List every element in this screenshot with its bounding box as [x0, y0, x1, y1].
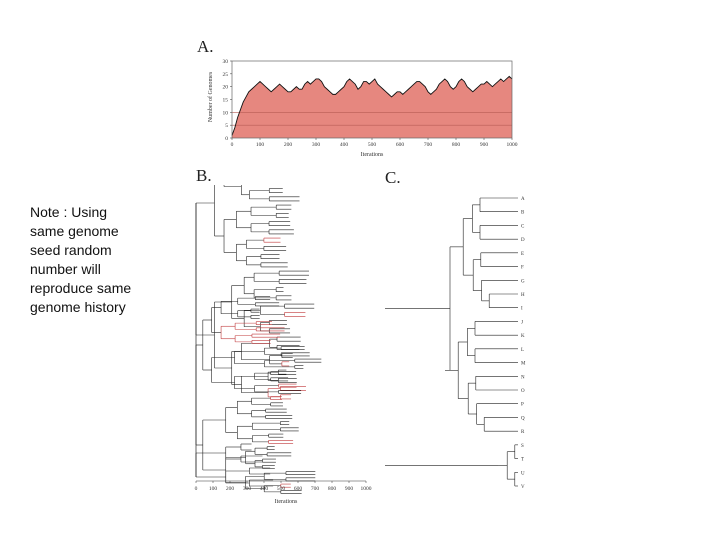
y-tick-label: 0: [225, 136, 228, 142]
leaf-label: F: [521, 266, 524, 271]
y-tick-label: 25: [223, 72, 229, 78]
x-tick-label: 900: [480, 142, 489, 148]
x-tick-label: 600: [396, 142, 405, 148]
leaf-label: N: [521, 375, 525, 380]
leaf-label: K: [521, 334, 525, 339]
leaf-label: H: [521, 293, 525, 298]
x-tick-label: 400: [260, 486, 269, 492]
y-tick-label: 30: [223, 59, 229, 65]
note-line: same genome: [30, 223, 119, 239]
leaf-label: T: [521, 458, 524, 463]
panel-c-label: C.: [385, 168, 401, 187]
dendrogram-chart: A B C D E F G H I J K L M N O P Q R S T U V: [385, 197, 526, 490]
leaf-label: B: [521, 211, 525, 216]
ticks-layer: 0 100 200 300 400 500 600 700 800 900 1000 0 5 10 15 20…: [223, 59, 518, 148]
x-tick-label: 800: [452, 142, 461, 148]
y-axis-label: Number of Genomes: [207, 71, 214, 122]
leaf-label: I: [521, 307, 523, 312]
series-line: [231, 75, 513, 136]
x-tick-label: 300: [312, 142, 321, 148]
note-line: seed random: [30, 242, 112, 258]
leaf-label: M: [521, 362, 526, 367]
x-tick-label: 800: [328, 486, 337, 492]
leaf-label: L: [521, 348, 524, 353]
x-tick-label: 100: [209, 486, 218, 492]
x-tick-label: 0: [231, 142, 234, 148]
x-tick-label: 700: [424, 142, 433, 148]
leaf-label: U: [521, 471, 525, 476]
x-tick-label: 900: [345, 486, 354, 492]
x-tick-label: 100: [256, 142, 265, 148]
x-tick-label: 300: [243, 486, 252, 492]
leaf-label: D: [521, 238, 525, 243]
leaf-label: J: [521, 320, 523, 325]
leaf-label: E: [521, 252, 524, 257]
leaf-label: S: [521, 444, 524, 449]
leaf-label-layer: A B C D E F G H I J K L M N O P Q R S T U V: [521, 197, 526, 490]
leaf-label: O: [521, 389, 525, 394]
tree-layer: [195, 185, 322, 494]
note-line: reproduce same: [30, 280, 132, 296]
genome-count-chart: 0 100 200 300 400 500 600 700 800 900 1000 0 5 10 15 20…: [207, 59, 518, 158]
y-tick-label: 20: [223, 85, 229, 91]
panel-b-label: B.: [196, 166, 212, 185]
leaf-label: V: [521, 485, 525, 490]
area-layer: [231, 75, 513, 138]
y-tick-label: 5: [225, 123, 228, 129]
note-line: number will: [30, 261, 101, 277]
leaf-label: C: [521, 224, 525, 229]
note-text: Note : Using same genome seed random num…: [30, 203, 160, 317]
y-tick-label: 15: [223, 98, 229, 104]
x-tick-label: 200: [284, 142, 293, 148]
x-tick-label: 0: [195, 486, 198, 492]
tree-layer: [385, 197, 518, 487]
note-line: genome history: [30, 299, 126, 315]
ticks-layer: 0 100 200 300 400 500 600 700 800 900 1000: [195, 480, 372, 492]
x-tick-label: 1000: [361, 486, 372, 492]
leaf-label: G: [521, 279, 525, 284]
x-tick-label: 400: [340, 142, 349, 148]
x-axis-label: Iterations: [275, 499, 298, 505]
x-tick-label: 600: [294, 486, 303, 492]
leaf-label: A: [521, 197, 525, 202]
x-tick-label: 1000: [507, 142, 518, 148]
x-tick-label: 500: [277, 486, 286, 492]
area-fill: [232, 76, 512, 138]
x-tick-label: 700: [311, 486, 320, 492]
x-axis-label: Iterations: [361, 152, 384, 158]
leaf-label: R: [521, 430, 525, 435]
panel-a-label: A.: [197, 37, 214, 56]
x-tick-label: 200: [226, 486, 235, 492]
note-line: Note : Using: [30, 204, 108, 220]
lineage-tree-chart: 0 100 200 300 400 500 600 700 800 900 1000 Iterati…: [195, 185, 372, 505]
leaf-label: Q: [521, 416, 525, 421]
y-tick-label: 10: [223, 110, 229, 116]
leaf-label: P: [521, 403, 524, 408]
x-tick-label: 500: [368, 142, 377, 148]
